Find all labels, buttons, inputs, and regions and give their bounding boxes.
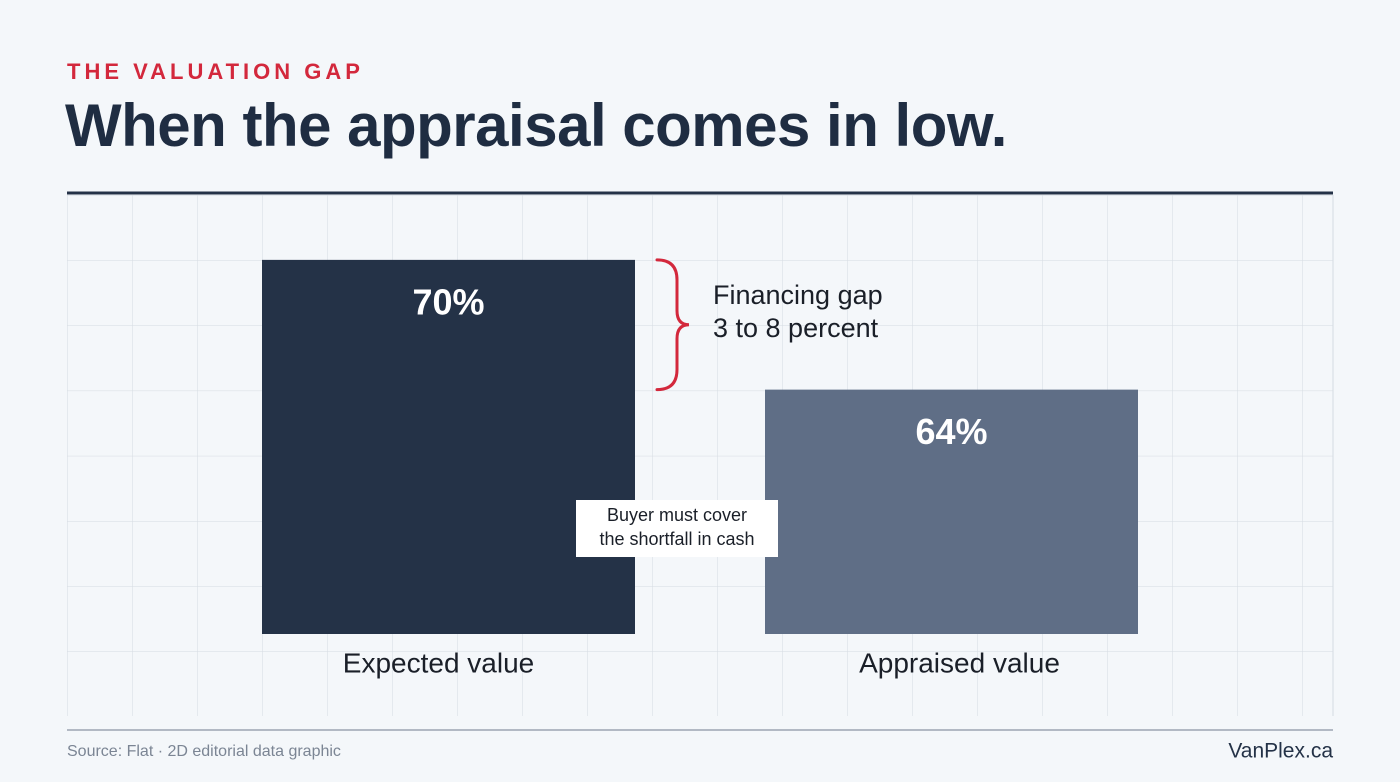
background-grid [67, 195, 1333, 716]
source: Source: Flat · 2D editorial data graphic [67, 743, 341, 760]
note-annotation: the shortfall in cash [599, 529, 754, 549]
x-tick-label: Appraised value [859, 647, 1060, 678]
value-label: 64% [915, 411, 987, 452]
note-box [576, 500, 778, 557]
gap-brace [655, 258, 690, 392]
note-annotation: Buyer must cover [607, 505, 747, 525]
gap-annotation: Financing gap [713, 280, 883, 310]
bar [765, 389, 1138, 634]
bar [262, 259, 635, 634]
kicker: THE VALUATION GAP [67, 59, 364, 84]
brand: VanPlex.ca [1228, 740, 1333, 763]
value-label: 70% [412, 281, 484, 322]
x-tick-label: Expected value [343, 647, 534, 678]
chart-title: When the appraisal comes in low. [65, 92, 1007, 159]
gap-annotation: 3 to 8 percent [713, 313, 879, 343]
